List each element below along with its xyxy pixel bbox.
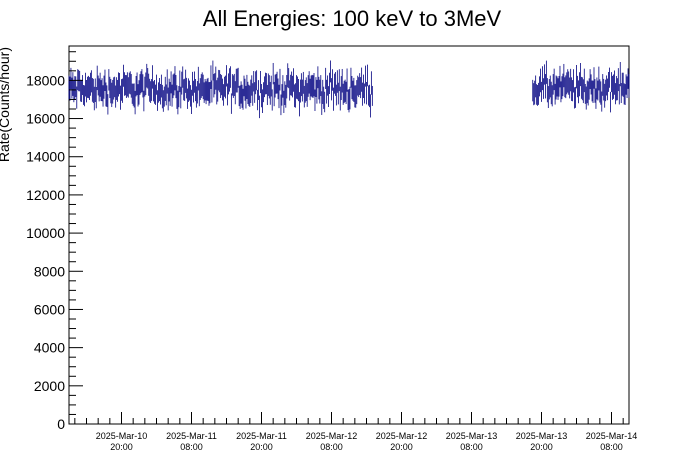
y-tick-label: 16000 [26, 111, 65, 127]
x-tick-time: 20:00 [390, 442, 413, 452]
y-tick-label: 8000 [34, 263, 65, 279]
y-tick-label: 10000 [26, 225, 65, 241]
x-tick-time: 20:00 [110, 442, 133, 452]
x-tick-date: 2025-Mar-12 [306, 431, 358, 441]
x-tick-time: 08:00 [320, 442, 343, 452]
y-tick-label: 4000 [34, 340, 65, 356]
x-tick-time: 20:00 [250, 442, 273, 452]
y-tick-label: 6000 [34, 301, 65, 317]
x-tick-time: 08:00 [600, 442, 623, 452]
chart-title: All Energies: 100 keV to 3MeV [203, 6, 502, 31]
x-axis-ticks: 2025-Mar-1020:002025-Mar-1108:002025-Mar… [74, 412, 638, 452]
y-axis-ticks: 0 2000 4000 6000 8000 10000 12000 14000 16000 180… [26, 51, 83, 432]
x-tick-time: 20:00 [530, 442, 553, 452]
data-points [68, 60, 630, 119]
y-tick-label: 14000 [26, 149, 65, 165]
x-tick-date: 2025-Mar-12 [376, 431, 428, 441]
y-tick-label: 18000 [26, 72, 65, 88]
y-axis-label: Rate(Counts/hour) [0, 47, 12, 162]
x-tick-date: 2025-Mar-13 [516, 431, 568, 441]
plot-frame [68, 45, 630, 425]
y-tick-label: 2000 [34, 378, 65, 394]
y-tick-label: 12000 [26, 187, 65, 203]
x-tick-time: 08:00 [460, 442, 483, 452]
x-tick-date: 2025-Mar-11 [166, 431, 217, 441]
y-tick-label: 0 [57, 416, 65, 432]
x-tick-date: 2025-Mar-13 [446, 431, 498, 441]
x-tick-date: 2025-Mar-10 [96, 431, 148, 441]
x-tick-time: 08:00 [180, 442, 203, 452]
x-tick-date: 2025-Mar-11 [236, 431, 287, 441]
x-tick-date: 2025-Mar-14 [586, 431, 638, 441]
